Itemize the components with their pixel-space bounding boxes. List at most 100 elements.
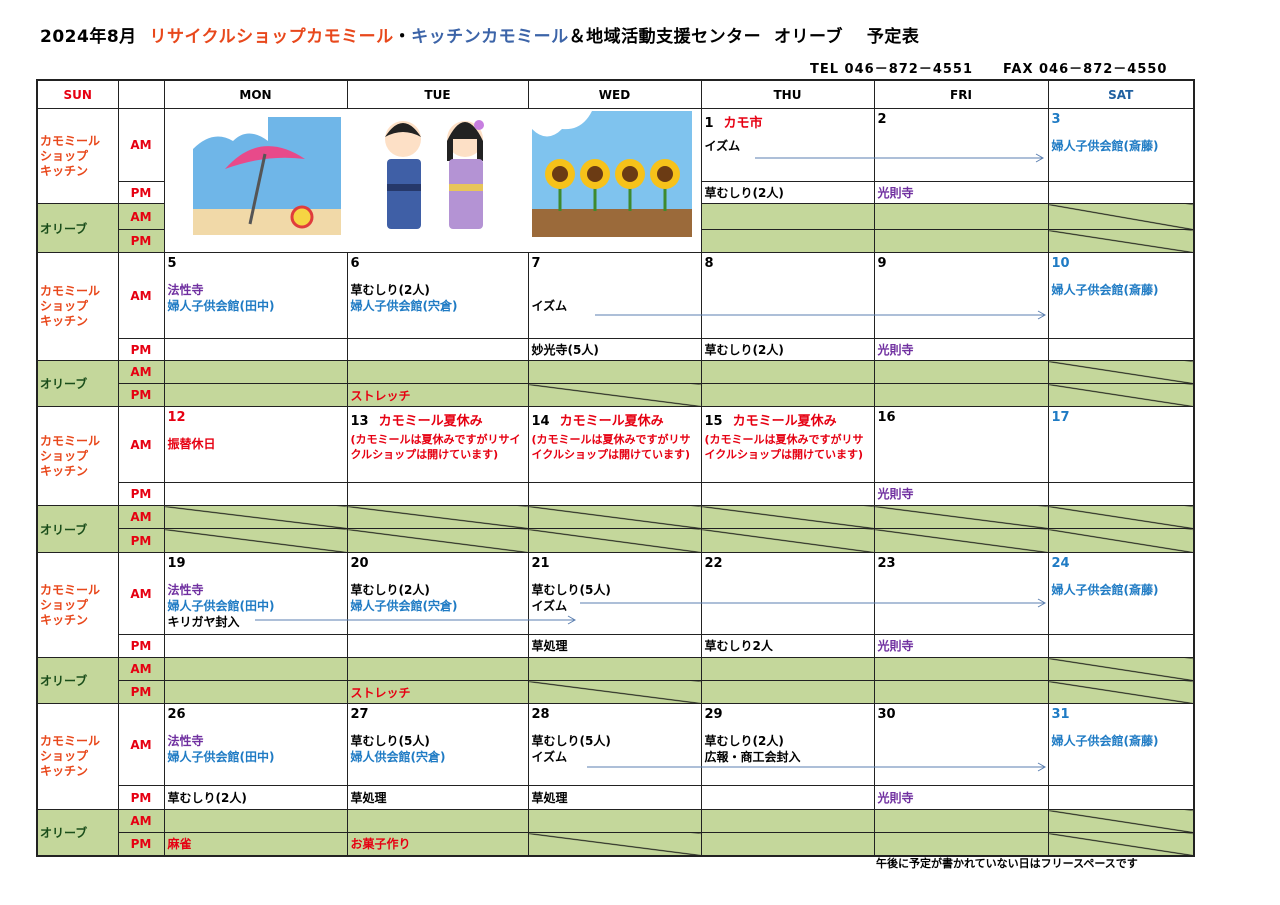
- day-am-cell[interactable]: 1 カモ市 イズム: [700, 108, 875, 182]
- day-pm-cell[interactable]: 妙光寺(5人): [527, 338, 702, 361]
- day-pm-cell[interactable]: 光則寺: [873, 338, 1049, 361]
- day-pm-cell[interactable]: [163, 338, 348, 361]
- day-pm-cell[interactable]: 草処理: [527, 785, 702, 810]
- day-pm-cell[interactable]: [1047, 181, 1195, 204]
- day-pm-cell[interactable]: [1047, 482, 1195, 506]
- olive-pm-cell[interactable]: [873, 680, 1049, 704]
- day-am-cell[interactable]: 8: [700, 252, 875, 339]
- olive-pm-closed-cell[interactable]: [527, 832, 702, 856]
- olive-pm-closed-cell[interactable]: [346, 528, 529, 553]
- olive-pm-cell[interactable]: [700, 383, 875, 407]
- day-am-cell[interactable]: 30: [873, 703, 1049, 786]
- olive-am-closed-cell[interactable]: [873, 505, 1049, 529]
- olive-pm-closed-cell[interactable]: [700, 528, 875, 553]
- day-am-cell[interactable]: 19 法性寺 婦人子供会館(田中) キリガヤ封入: [163, 552, 348, 635]
- day-am-cell[interactable]: 27 草むしり(5人) 婦人供会館(宍倉): [346, 703, 529, 786]
- olive-pm-cell[interactable]: [700, 680, 875, 704]
- day-am-cell[interactable]: 7 イズム: [527, 252, 702, 339]
- olive-pm-cell[interactable]: お菓子作り: [346, 832, 529, 856]
- day-pm-cell[interactable]: 光則寺: [873, 634, 1049, 658]
- olive-am-cell[interactable]: [873, 657, 1049, 681]
- day-am-cell[interactable]: 12 振替休日: [163, 406, 348, 483]
- day-pm-cell[interactable]: [1047, 338, 1195, 361]
- olive-pm-cell[interactable]: [163, 680, 348, 704]
- olive-am-closed-cell[interactable]: [163, 505, 348, 529]
- day-pm-cell[interactable]: [163, 482, 348, 506]
- day-pm-cell[interactable]: 光則寺: [873, 785, 1049, 810]
- day-am-cell[interactable]: 16: [873, 406, 1049, 483]
- olive-am-closed-cell[interactable]: [1047, 203, 1195, 230]
- day-pm-cell[interactable]: 草むしり(2人): [700, 338, 875, 361]
- day-pm-cell[interactable]: 草処理: [346, 785, 529, 810]
- olive-pm-cell[interactable]: ストレッチ: [346, 680, 529, 704]
- olive-am-cell[interactable]: [527, 360, 702, 384]
- olive-pm-cell[interactable]: [700, 832, 875, 856]
- day-am-cell[interactable]: 28 草むしり(5人) イズム: [527, 703, 702, 786]
- olive-am-cell[interactable]: [163, 360, 348, 384]
- olive-am-cell[interactable]: [163, 809, 348, 833]
- olive-pm-cell[interactable]: [873, 832, 1049, 856]
- olive-am-cell[interactable]: [700, 657, 875, 681]
- olive-pm-closed-cell[interactable]: [1047, 528, 1195, 553]
- day-pm-cell[interactable]: 草処理: [527, 634, 702, 658]
- day-am-cell[interactable]: 5 法性寺 婦人子供会館(田中): [163, 252, 348, 339]
- olive-pm-cell[interactable]: ストレッチ: [346, 383, 529, 407]
- day-am-cell[interactable]: 21 草むしり(5人) イズム: [527, 552, 702, 635]
- day-am-cell[interactable]: 17: [1047, 406, 1195, 483]
- day-pm-cell[interactable]: 草むしり(2人): [163, 785, 348, 810]
- day-am-cell[interactable]: 26 法性寺 婦人子供会館(田中): [163, 703, 348, 786]
- olive-am-closed-cell[interactable]: [346, 505, 529, 529]
- day-am-cell[interactable]: 10 婦人子供会館(斎藤): [1047, 252, 1195, 339]
- day-am-cell[interactable]: 20 草むしり(2人) 婦人子供会館(宍倉): [346, 552, 529, 635]
- olive-am-cell[interactable]: [527, 809, 702, 833]
- day-am-cell[interactable]: 13 カモミール夏休み (カモミールは夏休みですがリサイクルショップは開けています): [346, 406, 529, 483]
- olive-am-cell[interactable]: [346, 360, 529, 384]
- olive-pm-closed-cell[interactable]: [527, 528, 702, 553]
- day-am-cell[interactable]: 22: [700, 552, 875, 635]
- olive-am-cell[interactable]: [527, 657, 702, 681]
- day-am-cell[interactable]: 24 婦人子供会館(斎藤): [1047, 552, 1195, 635]
- day-pm-cell[interactable]: [700, 482, 875, 506]
- olive-am-cell[interactable]: [700, 809, 875, 833]
- day-am-cell[interactable]: 14 カモミール夏休み (カモミールは夏休みですがリサイクルショップは開けています): [527, 406, 702, 483]
- day-pm-cell[interactable]: [163, 634, 348, 658]
- olive-am-closed-cell[interactable]: [1047, 657, 1195, 681]
- olive-pm-cell[interactable]: 麻雀: [163, 832, 348, 856]
- day-pm-cell[interactable]: 光則寺: [873, 482, 1049, 506]
- olive-am-closed-cell[interactable]: [1047, 505, 1195, 529]
- olive-am-cell[interactable]: [163, 657, 348, 681]
- day-pm-cell[interactable]: [700, 785, 875, 810]
- olive-am-cell[interactable]: [873, 360, 1049, 384]
- olive-am-cell[interactable]: [346, 809, 529, 833]
- day-pm-cell[interactable]: 草むしり2人: [700, 634, 875, 658]
- olive-am-cell[interactable]: [700, 360, 875, 384]
- olive-pm-cell[interactable]: [700, 229, 875, 253]
- day-am-cell[interactable]: 6 草むしり(2人) 婦人子供会館(宍倉): [346, 252, 529, 339]
- day-pm-cell[interactable]: 光則寺: [873, 181, 1049, 204]
- olive-am-cell[interactable]: [873, 809, 1049, 833]
- day-pm-cell[interactable]: [346, 634, 529, 658]
- olive-pm-closed-cell[interactable]: [527, 383, 702, 407]
- olive-pm-closed-cell[interactable]: [163, 528, 348, 553]
- day-am-cell[interactable]: 3 婦人子供会館(斎藤): [1047, 108, 1195, 182]
- day-pm-cell[interactable]: [346, 338, 529, 361]
- olive-am-cell[interactable]: [346, 657, 529, 681]
- olive-am-cell[interactable]: [873, 203, 1049, 230]
- day-pm-cell[interactable]: 草むしり(2人): [700, 181, 875, 204]
- olive-am-closed-cell[interactable]: [1047, 360, 1195, 384]
- day-pm-cell[interactable]: [527, 482, 702, 506]
- olive-pm-cell[interactable]: [873, 383, 1049, 407]
- day-pm-cell[interactable]: [346, 482, 529, 506]
- olive-pm-cell[interactable]: [873, 229, 1049, 253]
- olive-pm-closed-cell[interactable]: [1047, 680, 1195, 704]
- day-pm-cell[interactable]: [1047, 785, 1195, 810]
- olive-am-closed-cell[interactable]: [527, 505, 702, 529]
- olive-pm-closed-cell[interactable]: [1047, 832, 1195, 856]
- day-am-cell[interactable]: 29 草むしり(2人) 広報・商工会封入: [700, 703, 875, 786]
- olive-am-closed-cell[interactable]: [1047, 809, 1195, 833]
- olive-am-closed-cell[interactable]: [700, 505, 875, 529]
- day-am-cell[interactable]: 15 カモミール夏休み (カモミールは夏休みですがリサイクルショップは開けています): [700, 406, 875, 483]
- olive-pm-closed-cell[interactable]: [873, 528, 1049, 553]
- olive-am-cell[interactable]: [700, 203, 875, 230]
- olive-pm-closed-cell[interactable]: [1047, 229, 1195, 253]
